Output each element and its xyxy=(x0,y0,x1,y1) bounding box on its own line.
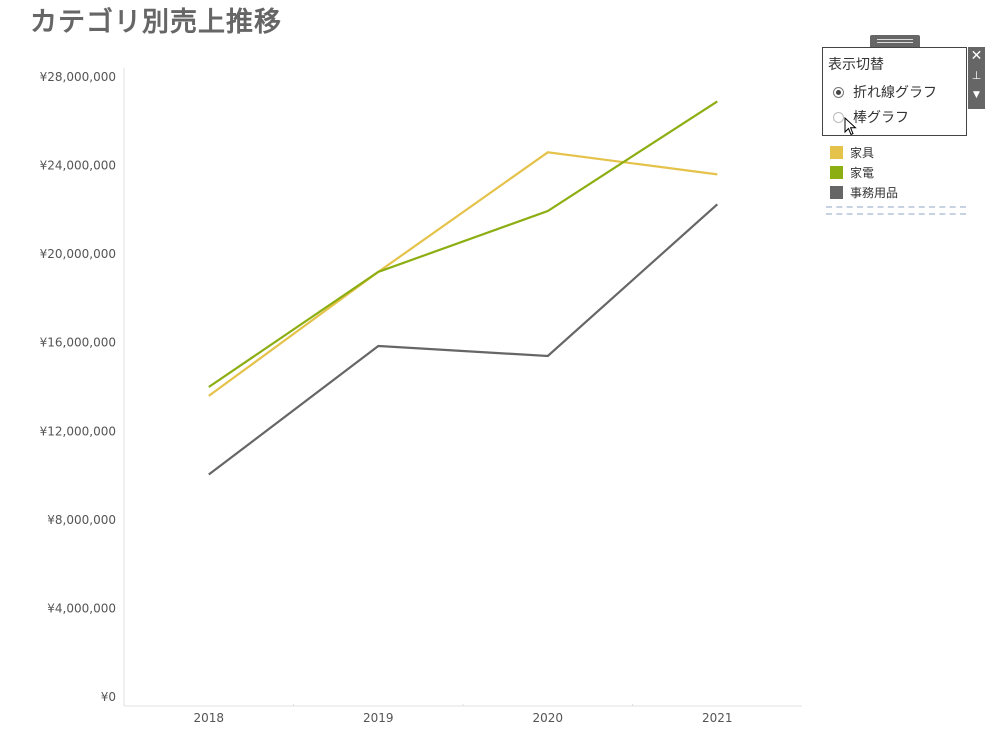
legend-swatch xyxy=(830,165,843,179)
x-axis-ticks: 2018 2019 2020 2021 xyxy=(193,711,732,725)
radio-checked-icon[interactable] xyxy=(833,86,844,98)
display-toggle-panel: 表示切替 折れ線グラフ 棒グラフ xyxy=(822,47,967,136)
y-tick-label: ¥20,000,000 xyxy=(40,247,116,261)
legend-item[interactable]: 家電 xyxy=(830,162,898,182)
y-tick-label: ¥28,000,000 xyxy=(40,70,116,84)
page-title: カテゴリ別売上推移 xyxy=(30,7,282,38)
radio-line-chart[interactable]: 折れ線グラフ xyxy=(833,82,937,102)
chart-lines[interactable] xyxy=(208,100,719,476)
series-line[interactable] xyxy=(208,203,719,476)
close-icon[interactable]: ✕ xyxy=(970,48,983,64)
chart-legend: 家具 家電 事務用品 xyxy=(830,142,898,202)
legend-divider xyxy=(826,206,966,208)
y-tick-label: ¥16,000,000 xyxy=(40,336,116,350)
x-tick-label: 2018 xyxy=(193,711,224,725)
radio-line-chart-label[interactable]: 折れ線グラフ xyxy=(853,85,937,101)
legend-item[interactable]: 事務用品 xyxy=(830,182,898,202)
legend-divider xyxy=(826,213,966,215)
legend-item[interactable]: 家具 xyxy=(830,142,898,162)
y-tick-label: ¥12,000,000 xyxy=(40,424,116,438)
x-tick-label: 2019 xyxy=(363,711,394,725)
mouse-cursor-icon xyxy=(844,117,857,136)
y-tick-label: ¥8,000,000 xyxy=(47,513,116,527)
display-toggle-title: 表示切替 xyxy=(828,57,884,73)
legend-label: 家電 xyxy=(850,165,875,180)
dropdown-menu-icon[interactable]: ▼ xyxy=(973,90,980,100)
legend-label: 事務用品 xyxy=(850,185,899,200)
legend-swatch xyxy=(830,145,843,159)
series-line[interactable] xyxy=(208,100,718,388)
chart-axes xyxy=(123,68,802,707)
radio-unchecked-icon[interactable] xyxy=(833,111,844,123)
x-tick-label: 2021 xyxy=(702,711,733,725)
y-tick-label: ¥4,000,000 xyxy=(47,601,116,615)
panel-drag-handle[interactable] xyxy=(870,35,920,47)
legend-label: 家具 xyxy=(850,145,875,160)
y-tick-label: ¥0 xyxy=(101,690,116,704)
pin-icon[interactable]: ⊥ xyxy=(971,69,982,82)
y-axis-ticks: ¥0 ¥4,000,000 ¥8,000,000 ¥12,000,000 ¥16,000… xyxy=(40,70,116,704)
legend-swatch xyxy=(830,185,843,199)
radio-bar-chart-label[interactable]: 棒グラフ xyxy=(853,110,909,126)
panel-toolbar: ✕ ⊥ ▼ xyxy=(968,47,985,109)
radio-bar-chart[interactable]: 棒グラフ xyxy=(833,107,909,127)
x-tick-label: 2020 xyxy=(532,711,563,725)
y-tick-label: ¥24,000,000 xyxy=(40,159,116,173)
series-line[interactable] xyxy=(208,151,718,397)
